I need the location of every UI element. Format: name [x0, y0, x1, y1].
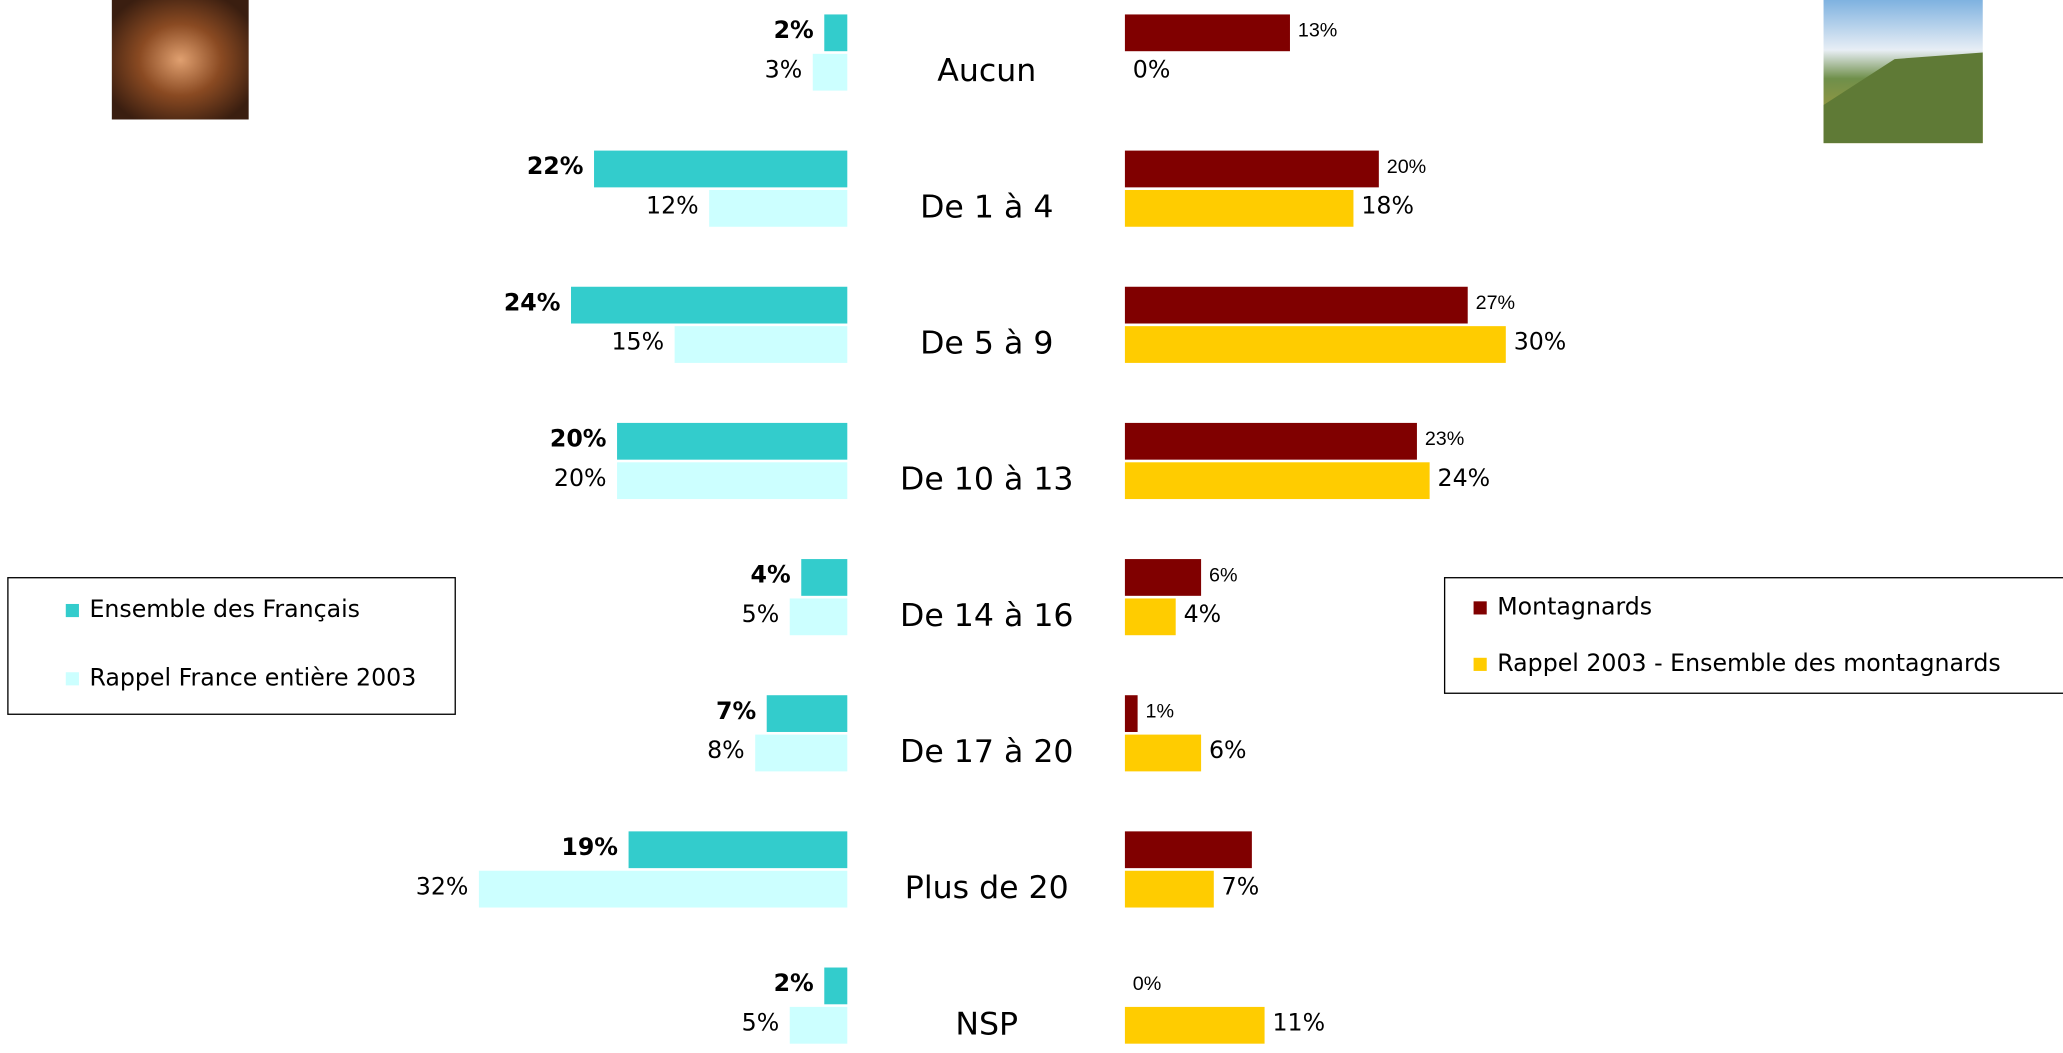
value-label: 5%: [742, 600, 780, 628]
value-label: 27%: [1476, 292, 1515, 314]
bar: [674, 326, 848, 363]
value-label: 24%: [1438, 464, 1491, 492]
value-label: 20%: [550, 424, 607, 452]
bar: [789, 598, 848, 636]
value-label: 32%: [416, 872, 469, 900]
legend-label: Rappel 2003 - Ensemble des montagnards: [1497, 649, 2000, 677]
value-label: 19%: [561, 833, 618, 861]
value-label: 2%: [774, 969, 814, 997]
value-label: 7%: [1222, 872, 1260, 900]
photo-mountain-slope: [1823, 52, 1983, 144]
value-label: 30%: [1514, 328, 1567, 356]
bar: [1124, 422, 1417, 460]
legend-swatch: [65, 603, 79, 618]
bar: [1124, 598, 1176, 636]
bar: [1124, 559, 1202, 596]
category-label: De 10 à 13: [900, 462, 1074, 498]
bar: [755, 734, 848, 772]
legend-swatch: [1473, 601, 1487, 615]
legend-left: [7, 577, 456, 715]
bar: [789, 1006, 848, 1044]
category-label: De 17 à 20: [900, 734, 1074, 770]
value-label: 20%: [1387, 156, 1426, 178]
value-label: 23%: [1425, 428, 1464, 450]
value-label: 4%: [1184, 600, 1222, 628]
legend-label: Ensemble des Français: [89, 595, 360, 623]
bar: [1124, 831, 1252, 869]
plot: Aucun 2% 3% 13% 0% De 1 à 4 22% 12% 20% 18% De 5 à…: [65, 14, 2001, 1044]
value-label: 12%: [646, 192, 699, 220]
value-label: 18%: [1361, 192, 1414, 220]
bar: [1124, 189, 1354, 227]
value-label: 0%: [1133, 973, 1162, 995]
legend-right: [1443, 577, 2063, 694]
value-label: 13%: [1298, 20, 1337, 42]
bar: [1124, 1006, 1265, 1044]
bar: [812, 53, 848, 91]
bar: [1124, 695, 1138, 732]
bar: [1124, 150, 1379, 188]
value-label: 1%: [1146, 701, 1175, 723]
value-label: 22%: [527, 152, 584, 180]
value-label: 6%: [1209, 736, 1247, 764]
bar: [824, 967, 848, 1005]
category-label: Aucun: [937, 53, 1036, 89]
bar: [628, 831, 848, 869]
bar: [571, 286, 848, 324]
category-label: NSP: [955, 1006, 1018, 1042]
bar: [766, 695, 848, 732]
value-label: 5%: [742, 1008, 780, 1036]
legend-label: Rappel France entière 2003: [89, 663, 416, 691]
bar: [709, 189, 848, 227]
category-label: De 14 à 16: [900, 598, 1074, 634]
bar: [1124, 14, 1290, 52]
bar: [617, 462, 848, 500]
bar: [617, 422, 848, 460]
bar: [1124, 462, 1430, 500]
value-label: 6%: [1209, 564, 1238, 586]
value-label: 3%: [765, 55, 803, 83]
value-label: 2%: [774, 16, 814, 44]
value-label: 24%: [504, 288, 561, 316]
photo-crowd: [111, 0, 249, 120]
value-label: 15%: [611, 328, 664, 356]
value-label: 0%: [1133, 55, 1171, 83]
value-label: 20%: [554, 464, 607, 492]
legend-swatch: [1473, 657, 1487, 671]
legend-label: Montagnards: [1497, 592, 1652, 620]
bar: [594, 150, 848, 188]
category-label: De 5 à 9: [920, 326, 1053, 362]
value-label: 4%: [751, 561, 791, 589]
value-label: 11%: [1272, 1008, 1325, 1036]
value-label: 8%: [707, 736, 745, 764]
bar: [1124, 286, 1468, 324]
bar: [1124, 734, 1202, 772]
category-label: Plus de 20: [905, 870, 1069, 906]
value-label: 7%: [716, 697, 756, 725]
legend-swatch: [65, 672, 79, 686]
bar: [824, 14, 848, 52]
bar: [1124, 326, 1506, 363]
bar: [801, 559, 848, 596]
bar: [478, 870, 848, 908]
bar: [1124, 870, 1214, 908]
category-label: De 1 à 4: [920, 189, 1053, 225]
